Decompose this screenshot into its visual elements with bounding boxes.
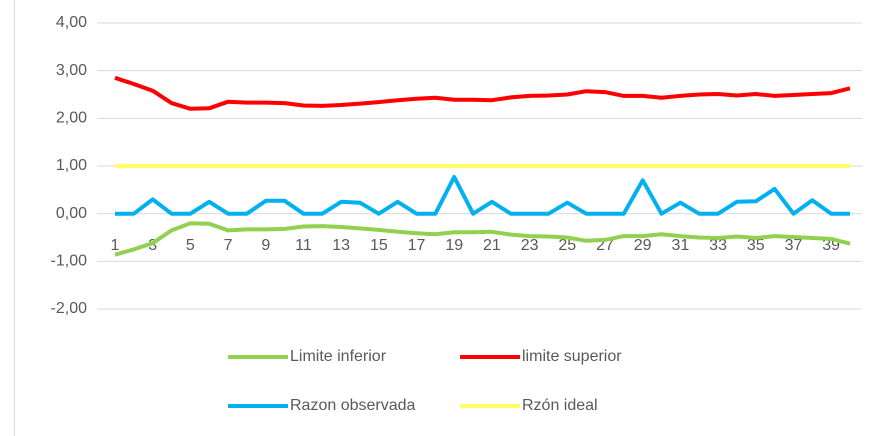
x-tick-label: 13: [332, 237, 350, 254]
series-line: [114, 221, 851, 257]
legend-label: Razon observada: [290, 397, 416, 414]
y-tick-label: 4,00: [56, 14, 87, 31]
y-tick-label: 2,00: [56, 110, 87, 127]
y-tick-label: -1,00: [51, 253, 88, 270]
x-tick-label: 21: [483, 237, 501, 254]
x-tick-label: 15: [370, 237, 388, 254]
legend-label: limite superior: [522, 348, 622, 365]
x-tick-label: 33: [709, 237, 727, 254]
x-tick-label: 23: [521, 237, 539, 254]
y-tick-label: 1,00: [56, 157, 87, 174]
x-tick-label: 25: [558, 237, 576, 254]
x-tick-label: 7: [224, 237, 233, 254]
series-line: [115, 175, 850, 216]
y-tick-label: 3,00: [56, 62, 87, 79]
x-tick-label: 35: [747, 237, 765, 254]
x-tick-label: 9: [261, 237, 270, 254]
x-tick-label: 17: [408, 237, 426, 254]
x-tick-label: 5: [186, 237, 195, 254]
x-tick-label: 11: [295, 237, 312, 254]
legend-label: Rzón ideal: [522, 397, 598, 414]
x-tick-label: 29: [634, 237, 652, 254]
y-tick-label: 0,00: [56, 205, 87, 222]
legend-label: Limite inferior: [290, 348, 387, 365]
x-tick-label: 37: [785, 237, 803, 254]
x-tick-label: 3: [148, 237, 157, 254]
x-tick-label: 31: [671, 237, 689, 254]
y-tick-label: -2,00: [51, 300, 88, 317]
x-tick-label: 19: [445, 237, 463, 254]
x-tick-label: 1: [111, 237, 120, 254]
series-line: [114, 75, 851, 111]
